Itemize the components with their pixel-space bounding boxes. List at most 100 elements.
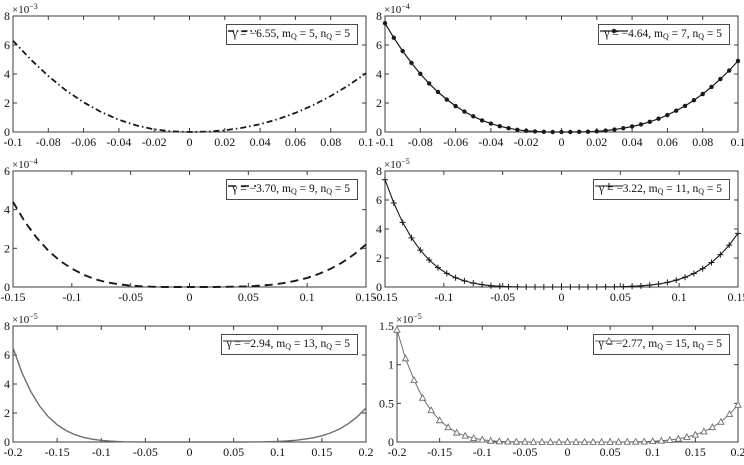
x-tick-label: -0.15 xyxy=(45,445,70,459)
x-tick-label: -0.1 xyxy=(473,445,492,459)
y-tick-label: 2 xyxy=(376,96,382,110)
y-tick-label: 6 xyxy=(4,38,10,52)
x-tick-label: -0.1 xyxy=(62,290,81,304)
x-axis-ticks: -0.2 -0.15 -0.1 -0.05 0 0.05 0.1 0.15 0.2 xyxy=(4,326,374,459)
y-tick-label: 2 xyxy=(4,406,10,420)
y-tick-label: 8 xyxy=(376,164,382,178)
axis-exponent-label: ×10−3 xyxy=(12,2,38,16)
legend-middle-right: γ = −3.22, mQ = 11, nQ = 5 xyxy=(593,179,730,200)
plot-svg-bottom-left: -0.2 -0.15 -0.1 -0.05 0 0.05 0.1 0.15 0.2 0 2 4 6 8 ×1… xyxy=(4,312,374,459)
subplot-bottom-left: -0.2 -0.15 -0.1 -0.05 0 0.05 0.1 0.15 0.2 0 2 4 6 8 ×1… xyxy=(0,310,374,465)
x-tick-label: -0.1 xyxy=(4,135,23,149)
subplot-bottom-right: -0.2 -0.15 -0.1 -0.05 0 0.05 0.1 0.15 0.2 0 0.5 1 1.… xyxy=(372,310,744,465)
x-tick-label: 0.1 xyxy=(359,135,374,149)
x-tick-label: 0.06 xyxy=(657,135,678,149)
curve-markers xyxy=(382,176,741,290)
y-tick-label: 4 xyxy=(376,222,382,236)
y-tick-label: 2 xyxy=(4,96,10,110)
x-tick-label: 0.15 xyxy=(311,445,332,459)
axis-exponent-label: ×10−4 xyxy=(12,157,38,171)
curve-line xyxy=(12,201,367,288)
legend-top-left: γ = −6.55, mQ = 5, nQ = 5 xyxy=(226,24,358,45)
y-tick-label: 0 xyxy=(4,125,10,139)
legend-bottom-right: γ = −2.77, mQ = 15, nQ = 5 xyxy=(592,334,730,355)
x-tick-label: 0.04 xyxy=(622,135,643,149)
x-tick-label: 0.1 xyxy=(300,290,315,304)
x-tick-label: -0.15 xyxy=(373,290,398,304)
x-tick-label: -0.04 xyxy=(478,135,503,149)
axis-exponent-label: ×10−5 xyxy=(396,312,422,326)
x-tick-label: 0.05 xyxy=(223,445,244,459)
x-tick-label: 0.1 xyxy=(731,135,744,149)
axis-exponent-label: ×10−5 xyxy=(12,312,38,326)
x-tick-label: 0 xyxy=(187,290,193,304)
x-tick-label: -0.05 xyxy=(490,290,515,304)
x-tick-label: -0.06 xyxy=(71,135,96,149)
legend-line-sample xyxy=(228,30,257,32)
curve-markers xyxy=(393,325,742,445)
x-tick-label: 0.04 xyxy=(250,135,271,149)
x-tick-label: 0.05 xyxy=(610,290,631,304)
x-tick-label: -0.2 xyxy=(4,445,23,459)
x-tick-label: 0 xyxy=(559,135,565,149)
x-tick-label: 0.1 xyxy=(645,445,660,459)
x-tick-label: 0 xyxy=(187,445,193,459)
x-tick-label: -0.06 xyxy=(443,135,468,149)
y-tick-label: 4 xyxy=(376,67,382,81)
y-tick-label: 4 xyxy=(4,203,10,217)
plot-svg-bottom-right: -0.2 -0.15 -0.1 -0.05 0 0.05 0.1 0.15 0.2 0 0.5 1 1.… xyxy=(379,312,744,459)
y-tick-label: 1 xyxy=(388,358,394,372)
y-tick-label: 4 xyxy=(4,377,10,391)
x-tick-label: 0.08 xyxy=(320,135,341,149)
legend-middle-left: γ = −3.70, mQ = 9, nQ = 5 xyxy=(226,179,358,200)
x-axis-ticks: -0.1 -0.08 -0.06 -0.04 -0.02 0 0.02 0.04 0.06 0.0… xyxy=(376,16,744,149)
x-tick-label: 0.05 xyxy=(238,290,259,304)
x-tick-label: 0.1 xyxy=(672,290,687,304)
subplot-top-right: -0.1 -0.08 -0.06 -0.04 -0.02 0 0.02 0.04 0.06 0.0… xyxy=(372,0,744,155)
x-tick-label: 0.15 xyxy=(728,290,744,304)
x-tick-label: -0.1 xyxy=(376,135,395,149)
curve-markers xyxy=(382,21,741,135)
y-axis-ticks: 0 2 4 6 8 xyxy=(4,9,366,139)
x-tick-label: -0.15 xyxy=(427,445,452,459)
plot-svg-top-left: -0.1 -0.08 -0.06 -0.04 -0.02 0 0.02 0.04 0.06 0.0… xyxy=(4,2,374,149)
y-tick-label: 8 xyxy=(4,9,10,23)
legend-bottom-left: γ = −2.94, mQ = 13, nQ = 5 xyxy=(220,334,358,355)
x-axis-ticks: -0.15 -0.1 -0.05 0 0.05 0.1 0.15 xyxy=(1,171,377,304)
subplot-top-left: -0.1 -0.08 -0.06 -0.04 -0.02 0 0.02 0.04 0.06 0.0… xyxy=(0,0,374,155)
x-tick-label: 0.15 xyxy=(685,445,706,459)
y-tick-label: 0 xyxy=(376,280,382,294)
x-tick-label: -0.15 xyxy=(1,290,26,304)
y-axis-ticks: 0 0.5 1 1.5 xyxy=(379,319,738,449)
curve-line xyxy=(12,40,367,133)
y-axis-ticks: 0 2 4 6 8 xyxy=(376,164,738,294)
y-tick-label: 6 xyxy=(376,38,382,52)
axis-exponent-label: ×10−5 xyxy=(384,157,410,171)
plot-svg-middle-right: -0.15 -0.1 -0.05 0 0.05 0.1 0.15 0 2 4 6 8×10−5 xyxy=(373,157,744,304)
legend-line-sample xyxy=(228,185,257,187)
x-tick-label: -0.1 xyxy=(92,445,111,459)
y-tick-label: 4 xyxy=(4,67,10,81)
y-tick-label: 8 xyxy=(376,9,382,23)
x-tick-label: 0.06 xyxy=(285,135,306,149)
x-tick-label: -0.1 xyxy=(434,290,453,304)
y-tick-label: 2 xyxy=(376,251,382,265)
x-tick-label: 0.08 xyxy=(692,135,713,149)
y-tick-label: 6 xyxy=(4,164,10,178)
x-axis-ticks: -0.2 -0.15 -0.1 -0.05 0 0.05 0.1 0.15 0.2 xyxy=(388,326,744,459)
legend-line-sample xyxy=(600,28,629,34)
x-tick-label: -0.05 xyxy=(133,445,158,459)
x-tick-label: -0.08 xyxy=(36,135,61,149)
x-axis-ticks: -0.1 -0.08 -0.06 -0.04 -0.02 0 0.02 0.04 0.06 0.0… xyxy=(4,16,374,149)
y-tick-label: 6 xyxy=(4,348,10,362)
x-tick-label: -0.02 xyxy=(514,135,539,149)
y-tick-label: 0 xyxy=(4,435,10,449)
legend-marker-triangle-icon xyxy=(604,336,613,344)
y-tick-label: 0 xyxy=(388,435,394,449)
y-tick-label: 6 xyxy=(376,193,382,207)
plot-svg-top-right: -0.1 -0.08 -0.06 -0.04 -0.02 0 0.02 0.04 0.06 0.0… xyxy=(376,2,744,149)
y-tick-label: 1.5 xyxy=(379,319,394,333)
legend-line-sample xyxy=(595,183,623,189)
x-tick-label: 0.1 xyxy=(270,445,285,459)
